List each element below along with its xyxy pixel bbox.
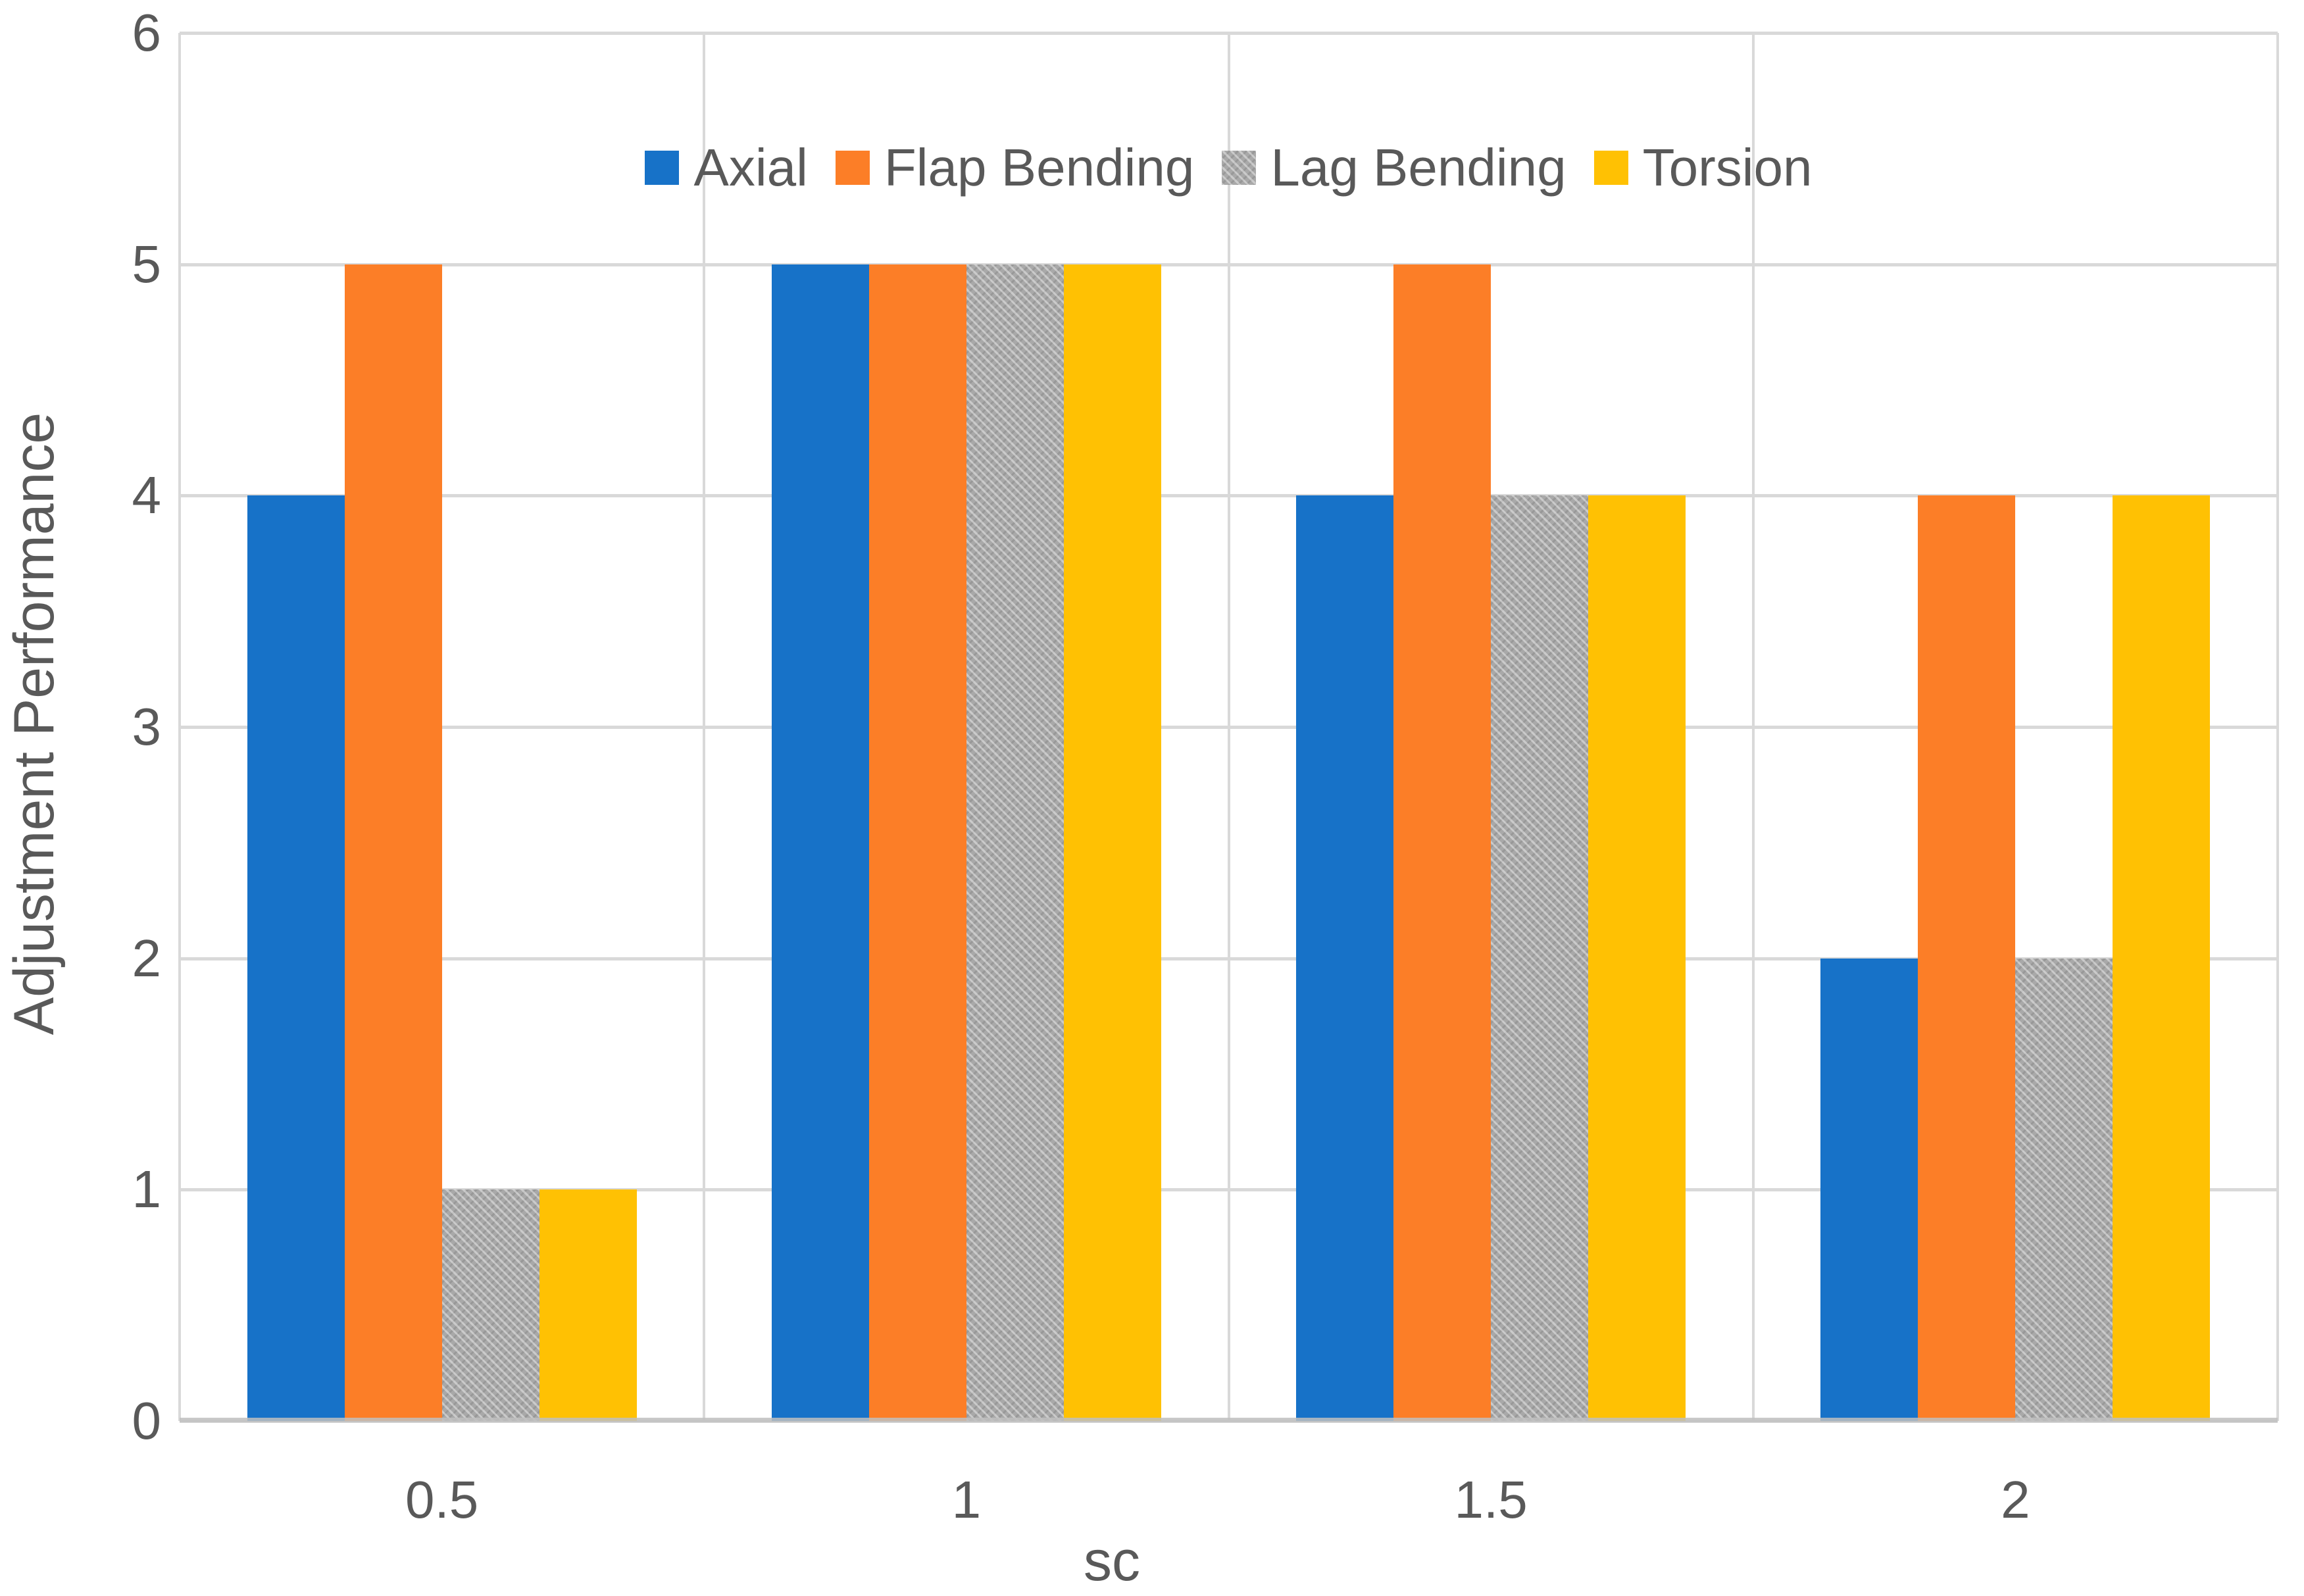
bar-axial-1 [771,264,869,1421]
y-tick-label-0: 0 [132,1391,162,1450]
legend-item-lag-bending: Lag Bending [1222,141,1566,194]
y-tick-label-6: 6 [132,3,162,62]
bar-torsion-0.5 [539,1189,637,1421]
bar-group-1.5 [1229,33,1753,1421]
plot-area: 0 1 2 3 4 5 6 0.5 1 1.5 2 Axial Flap Bending Lag Bend… [132,7,2279,1526]
y-tick-label-1: 1 [132,1160,162,1219]
legend: Axial Flap Bending Lag Bending Torsion [180,132,2278,204]
legend-item-axial: Axial [645,138,808,197]
x-tick-label-2: 2 [2001,1470,2030,1529]
bar-lag-bending-1.5 [1491,495,1589,1421]
bar-torsion-1 [1063,264,1161,1421]
bar-axial-2 [1820,958,1918,1421]
bar-torsion-1.5 [1588,495,1686,1421]
legend-swatch-icon [645,151,680,185]
bar-flap-bending-1 [868,264,966,1421]
bar-lag-bending-2 [2015,958,2113,1421]
gridline-x-3 [1751,33,1755,1421]
legend-item-flap-bending: Flap Bending [835,138,1195,197]
bar-group-2 [1753,33,2278,1421]
legend-item-torsion: Torsion [1593,138,1813,197]
bar-lag-bending-0.5 [441,1189,539,1421]
gridline-x-1 [703,33,706,1421]
bar-lag-bending-1 [966,264,1064,1421]
x-axis-line [180,1418,2278,1422]
bar-flap-bending-0.5 [344,264,442,1421]
gridline-x-4 [2276,33,2279,1421]
gridline-x-2 [1227,33,1230,1421]
legend-label: Torsion [1642,138,1813,197]
y-tick-label-5: 5 [132,234,162,293]
legend-swatch-icon [835,151,870,185]
x-tick-label-0.5: 0.5 [405,1470,479,1529]
bar-group-0.5 [180,33,704,1421]
gridline-x-0 [178,33,181,1421]
x-tick-label-1.5: 1.5 [1454,1470,1528,1529]
x-tick-label-1: 1 [951,1470,982,1529]
legend-label: Flap Bending [884,138,1195,197]
bar-axial-0.5 [247,495,345,1421]
legend-swatch-icon [1593,151,1628,185]
y-tick-label-4: 4 [132,466,162,525]
bar-flap-bending-2 [1918,495,2016,1421]
bar-group-1 [704,33,1228,1421]
bar-axial-1.5 [1296,495,1394,1421]
x-axis-title: sc [1084,1530,1140,1593]
y-tick-label-3: 3 [132,697,162,756]
legend-label: Axial [693,138,808,197]
legend-label: Lag Bending [1270,138,1566,197]
y-tick-label-2: 2 [132,928,162,987]
bar-flap-bending-1.5 [1393,264,1491,1421]
bar-torsion-2 [2113,495,2211,1421]
legend-swatch-icon [1222,151,1257,185]
